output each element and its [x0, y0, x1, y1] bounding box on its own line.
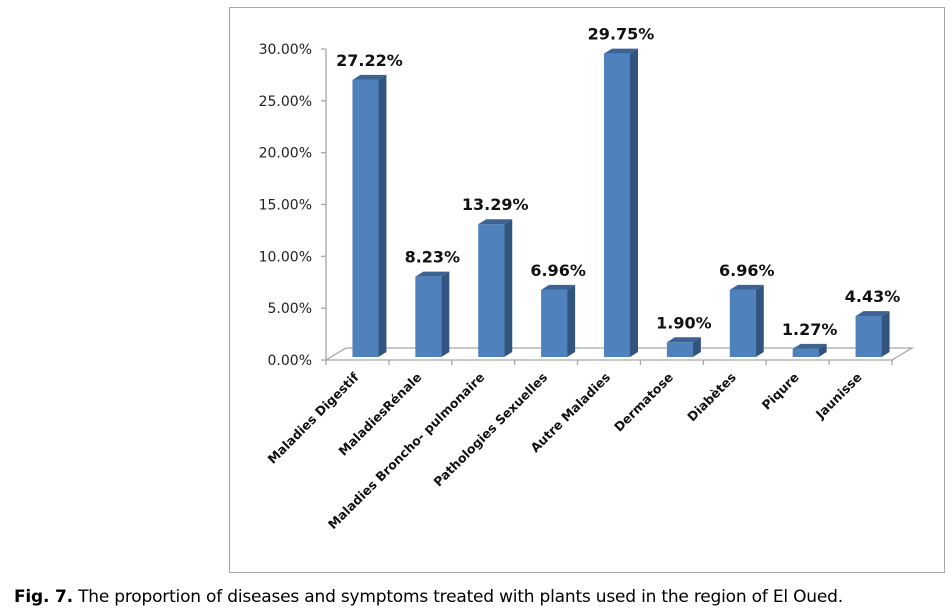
bar-top	[729, 284, 764, 290]
bar-front	[478, 224, 505, 357]
data-label: 13.29%	[462, 195, 529, 214]
caption-label: Fig. 7.	[14, 587, 73, 607]
bar-side	[630, 48, 638, 357]
data-label: 6.96%	[530, 261, 586, 280]
x-tick-label: Dermatose	[611, 370, 676, 435]
bar-top	[415, 271, 450, 277]
data-label: 1.90%	[656, 313, 712, 332]
x-tick-labels: Maladies DigestifMaladiesRénaleMaladies …	[264, 369, 864, 532]
bar-chart: 27.22% 8.23% 13.29% 6.96% 29.75% 1.90% 6.96% 1.…	[259, 25, 915, 532]
bar-front	[415, 276, 442, 357]
bar-top	[792, 343, 827, 349]
x-tick-label: Piqure	[759, 370, 802, 413]
bars	[352, 48, 890, 357]
y-tick-label: 15.00%	[259, 198, 312, 214]
bar	[415, 271, 450, 357]
bar-side	[441, 271, 450, 357]
bar	[855, 311, 890, 357]
bar	[541, 284, 576, 357]
y-tick-label: 0.00%	[268, 353, 312, 369]
chart-area	[229, 7, 945, 573]
caption-text: The proportion of diseases and symptoms …	[72, 587, 843, 607]
y-tick-label: 20.00%	[259, 146, 312, 162]
bar	[352, 74, 387, 357]
bar-side	[818, 343, 827, 357]
x-tick-label: Diabètes	[684, 370, 739, 425]
bar-top	[478, 219, 513, 225]
bar-front	[729, 289, 756, 357]
bar-top	[604, 48, 638, 54]
bar-front	[352, 79, 379, 357]
bar-top	[352, 74, 387, 80]
figure-caption: Fig. 7. The proportion of diseases and s…	[14, 587, 843, 607]
data-label: 1.27%	[782, 320, 838, 339]
y-tick-label: 5.00%	[268, 301, 312, 317]
bar-side	[692, 337, 701, 357]
bar-top	[541, 284, 576, 290]
x-tick-label: Jaunisse	[812, 370, 865, 423]
data-label: 4.43%	[845, 287, 901, 306]
bar	[478, 219, 513, 357]
bar-front	[666, 342, 693, 357]
bar	[604, 48, 638, 357]
bar-side	[378, 74, 387, 357]
y-tick-label: 30.00%	[259, 42, 312, 58]
bar	[729, 284, 764, 357]
bar-side	[567, 284, 576, 357]
bar-front	[792, 348, 819, 357]
data-label: 6.96%	[719, 261, 775, 280]
y-tick-label: 25.00%	[259, 94, 312, 110]
bar	[792, 343, 827, 357]
data-labels: 27.22% 8.23% 13.29% 6.96% 29.75% 1.90% 6.96% 1.…	[336, 25, 900, 339]
axes	[321, 48, 915, 365]
bar-front	[855, 316, 882, 357]
data-label: 29.75%	[588, 25, 655, 44]
bar-side	[881, 311, 890, 357]
data-label: 27.22%	[336, 51, 403, 70]
bar-side	[504, 219, 513, 357]
y-tick-labels: 0.00% 5.00% 10.00% 15.00% 20.00% 25.00% 30.00%	[259, 42, 312, 369]
bar-top	[666, 337, 701, 343]
bar-front	[541, 289, 568, 357]
bar-top	[855, 311, 890, 317]
y-tick-label: 10.00%	[259, 249, 312, 265]
bar	[666, 337, 701, 357]
x-tick-label: Pathologies Sexuelles	[430, 370, 550, 490]
bar-side	[755, 284, 764, 357]
bar-front	[604, 53, 630, 357]
data-label: 8.23%	[405, 248, 461, 267]
